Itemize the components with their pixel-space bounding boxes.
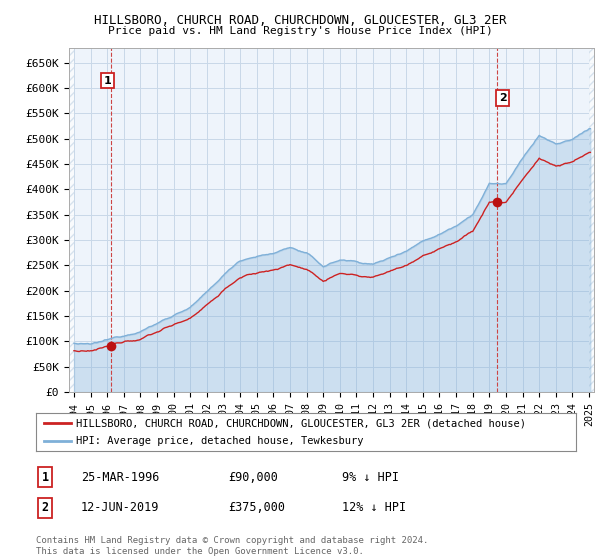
Text: Contains HM Land Registry data © Crown copyright and database right 2024.
This d: Contains HM Land Registry data © Crown c…	[36, 536, 428, 556]
Text: Price paid vs. HM Land Registry's House Price Index (HPI): Price paid vs. HM Land Registry's House …	[107, 26, 493, 36]
Text: 12% ↓ HPI: 12% ↓ HPI	[342, 501, 406, 515]
Text: £375,000: £375,000	[228, 501, 285, 515]
Text: 25-MAR-1996: 25-MAR-1996	[81, 470, 160, 484]
Text: 1: 1	[41, 470, 49, 484]
Text: 9% ↓ HPI: 9% ↓ HPI	[342, 470, 399, 484]
Text: HPI: Average price, detached house, Tewkesbury: HPI: Average price, detached house, Tewk…	[77, 436, 364, 446]
Text: £90,000: £90,000	[228, 470, 278, 484]
Text: 1: 1	[103, 76, 111, 86]
Text: 12-JUN-2019: 12-JUN-2019	[81, 501, 160, 515]
Text: HILLSBORO, CHURCH ROAD, CHURCHDOWN, GLOUCESTER, GL3 2ER: HILLSBORO, CHURCH ROAD, CHURCHDOWN, GLOU…	[94, 14, 506, 27]
Text: 2: 2	[41, 501, 49, 515]
Text: 2: 2	[499, 94, 506, 103]
Text: HILLSBORO, CHURCH ROAD, CHURCHDOWN, GLOUCESTER, GL3 2ER (detached house): HILLSBORO, CHURCH ROAD, CHURCHDOWN, GLOU…	[77, 418, 527, 428]
